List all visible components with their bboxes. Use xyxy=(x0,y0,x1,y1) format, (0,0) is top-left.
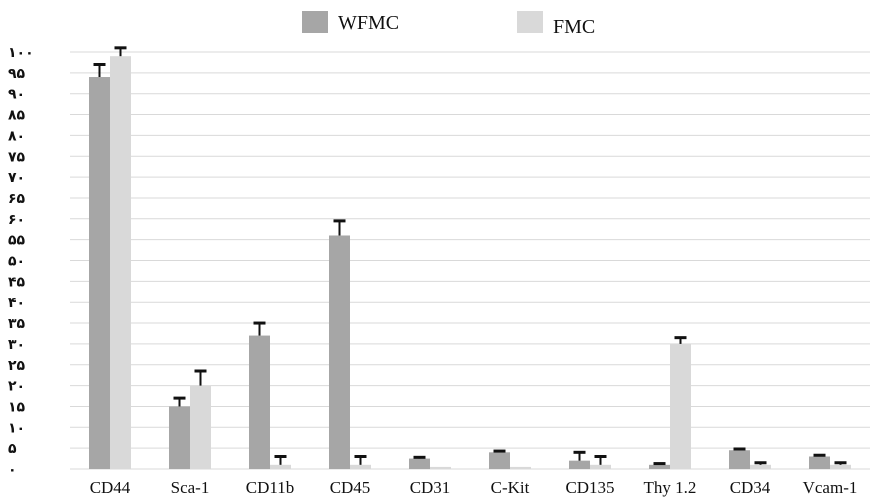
x-tick-label: CD31 xyxy=(410,478,451,497)
y-tick-label: ۴۰ xyxy=(8,295,25,311)
y-tick-label: ۱۵ xyxy=(8,399,26,415)
error-bar xyxy=(594,454,607,465)
y-tick-label: ۸۰ xyxy=(8,128,25,144)
error-bar xyxy=(754,461,767,465)
error-bar xyxy=(354,454,367,465)
y-tick-label: ۵ xyxy=(8,441,17,457)
bar-wfmc-cd44 xyxy=(89,77,110,470)
legend-swatch-fmc xyxy=(517,11,543,33)
error-bar xyxy=(834,461,847,465)
error-bar xyxy=(813,453,826,457)
x-tick-label: Vcam-1 xyxy=(803,478,858,497)
bar-fmc-c-kit xyxy=(510,466,531,469)
y-tick-label: ۳۰ xyxy=(8,337,25,353)
error-bar xyxy=(493,449,506,453)
bar-fmc-cd135 xyxy=(590,464,611,469)
error-bar xyxy=(114,46,127,57)
bar-fmc-cd31 xyxy=(430,466,451,469)
y-tick-label: ۷۰ xyxy=(8,170,25,186)
bar-fmc-cd34 xyxy=(750,464,771,469)
y-tick-label: ۱۰۰ xyxy=(8,45,34,61)
x-tick-label: CD135 xyxy=(565,478,614,497)
legend-label-fmc: FMC xyxy=(553,16,595,38)
legend-label-wfmc: WFMC xyxy=(338,12,399,34)
x-tick-label: CD45 xyxy=(330,478,371,497)
bar-fmc-vcam-1 xyxy=(830,464,851,469)
bar-fmc-sca-1 xyxy=(190,385,211,469)
y-tick-label: ۲۰ xyxy=(8,379,25,395)
error-bar xyxy=(194,369,207,386)
bar-wfmc-cd45 xyxy=(329,235,350,469)
error-bar xyxy=(573,450,586,461)
bar-fmc-cd45 xyxy=(350,464,371,469)
bar-wfmc-vcam-1 xyxy=(809,456,830,469)
x-axis: CD44 Sca-1 CD11b CD45 CD31 C-Kit CD135 Thy 1.2 C… xyxy=(90,478,858,497)
x-tick-label: CD11b xyxy=(246,478,295,497)
bars xyxy=(89,46,851,470)
y-tick-label: ۶۰ xyxy=(8,212,25,228)
y-tick-label: ۱۰ xyxy=(8,420,25,436)
y-tick-label: ۴۵ xyxy=(8,274,26,290)
bar-fmc-cd44 xyxy=(110,56,131,470)
error-bar xyxy=(653,462,666,466)
y-tick-label: ۹۰ xyxy=(8,87,25,103)
x-tick-label: CD34 xyxy=(730,478,771,497)
y-tick-label: ۵۰ xyxy=(8,254,25,270)
y-tick-label: ۰ xyxy=(8,462,17,478)
error-bar xyxy=(733,447,746,451)
bar-wfmc-thy-1.2 xyxy=(649,464,670,469)
bar-fmc-thy-1.2 xyxy=(670,343,691,469)
x-tick-label: Sca-1 xyxy=(171,478,210,497)
y-axis: ۰ ۵ ۱۰ ۱۵ ۲۰ ۲۵ ۳۰ ۳۵ ۴۰ ۴۵ ۵۰ ۵۵ ۶۰ ۶۵ ۷۰ ۷۵ ۸۰ ۸۵ ۹۰ ۹۵ ۱۰… xyxy=(8,45,34,478)
bar-fmc-cd11b xyxy=(270,464,291,469)
y-tick-label: ۶۵ xyxy=(8,191,26,207)
error-bar xyxy=(253,321,266,336)
bar-wfmc-cd34 xyxy=(729,450,750,469)
error-bar xyxy=(274,454,287,465)
legend-swatch-wfmc xyxy=(302,11,328,33)
y-tick-label: ۸۵ xyxy=(8,108,26,124)
error-bar xyxy=(413,455,426,459)
y-tick-label: ۵۵ xyxy=(8,233,26,249)
error-bar xyxy=(674,336,687,344)
y-tick-label: ۷۵ xyxy=(8,149,26,165)
bar-wfmc-sca-1 xyxy=(169,406,190,469)
x-tick-label: C-Kit xyxy=(491,478,530,497)
y-tick-label: ۲۵ xyxy=(8,358,26,374)
legend: WFMC FMC xyxy=(302,11,595,38)
error-bar xyxy=(333,219,346,236)
error-bar xyxy=(93,63,106,78)
error-bar xyxy=(173,396,186,407)
bar-wfmc-cd11b xyxy=(249,335,270,469)
bar-wfmc-cd135 xyxy=(569,460,590,469)
y-tick-label: ۳۵ xyxy=(8,316,26,332)
bar-wfmc-c-kit xyxy=(489,452,510,469)
x-tick-label: Thy 1.2 xyxy=(644,478,697,497)
y-tick-label: ۹۵ xyxy=(8,66,26,82)
bar-wfmc-cd31 xyxy=(409,458,430,469)
gridlines xyxy=(70,51,870,470)
x-tick-label: CD44 xyxy=(90,478,131,497)
